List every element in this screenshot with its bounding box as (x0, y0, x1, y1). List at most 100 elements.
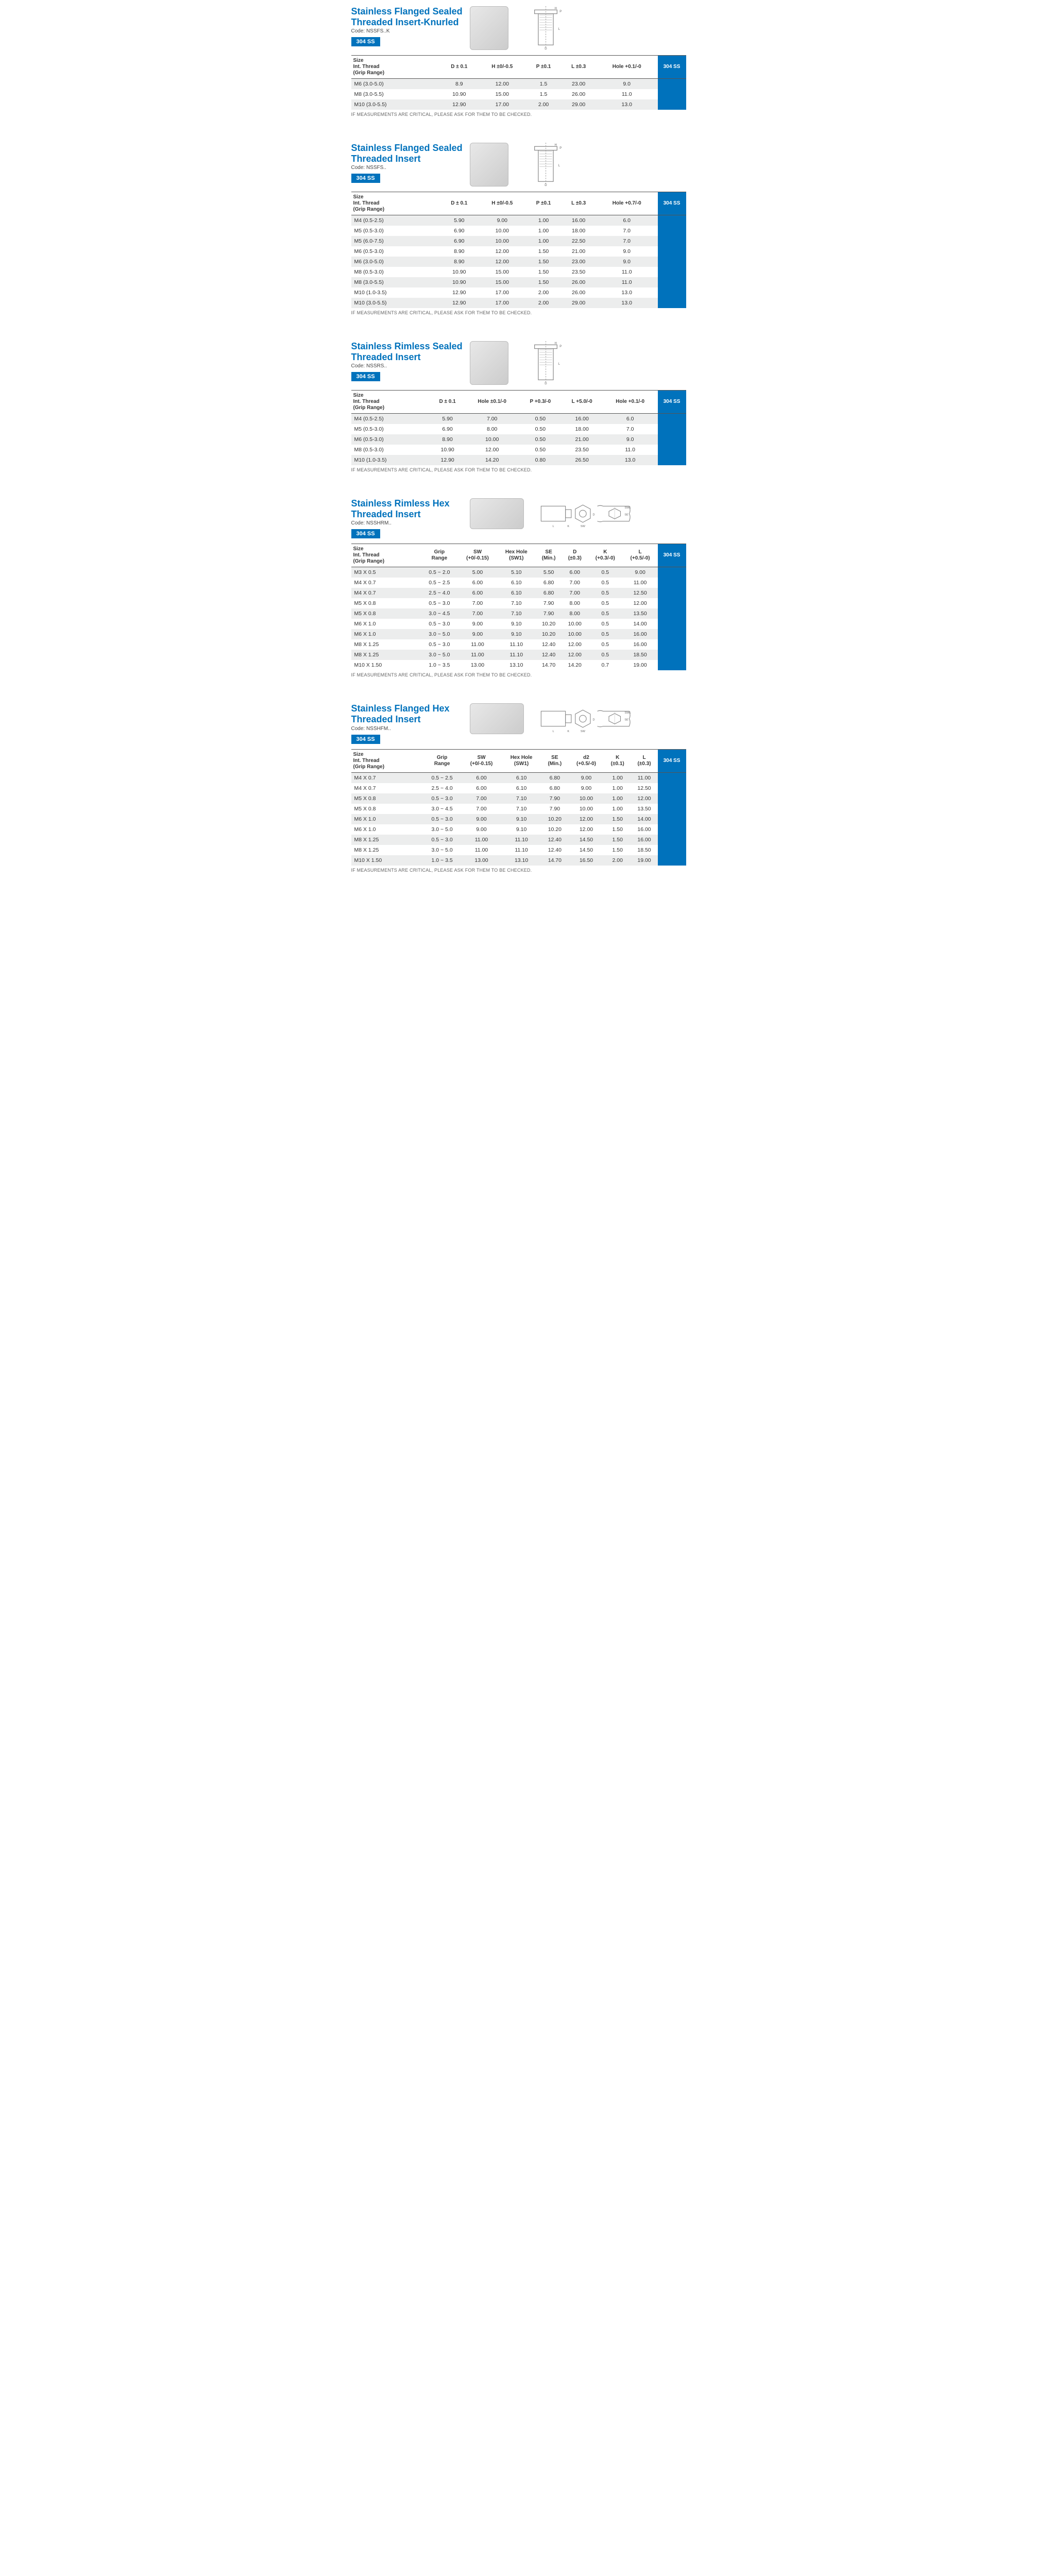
table-cell: 0.5 ~ 3.0 (421, 639, 458, 650)
table-cell: 0.5 (588, 650, 623, 660)
material-cell (658, 650, 686, 660)
table-cell: 12.90 (440, 298, 479, 308)
dimension-diagram: L K SW D SW1 SE (539, 703, 632, 734)
table-cell: 11.10 (502, 835, 541, 845)
table-cell: 16.00 (561, 414, 602, 425)
svg-text:SW1: SW1 (624, 711, 631, 715)
table-cell: 8.90 (440, 246, 479, 257)
table-cell: 18.00 (561, 424, 602, 434)
material-cell (658, 257, 686, 267)
table-row: M5 X 0.80.5 ~ 3.07.007.107.9010.001.0012… (351, 793, 686, 804)
table-cell: 9.00 (461, 824, 501, 835)
table-cell: 5.00 (458, 567, 497, 578)
section-title: Stainless Flanged Sealed Threaded Insert (351, 143, 465, 164)
table-cell: 6.80 (541, 783, 569, 793)
table-cell: 1.50 (526, 277, 562, 287)
material-cell (658, 855, 686, 866)
table-cell: 19.00 (623, 660, 658, 670)
table-cell: 14.00 (623, 619, 658, 629)
material-badge: 304 SS (351, 37, 380, 46)
table-cell: M6 (0.5-3.0) (351, 246, 440, 257)
col-header: K(±0.1) (604, 749, 631, 772)
table-cell: 19.00 (631, 855, 658, 866)
svg-text:D: D (545, 184, 547, 187)
material-cell (658, 277, 686, 287)
table-cell: 9.0 (603, 434, 658, 445)
table-cell: 26.00 (561, 287, 596, 298)
table-cell: 5.90 (440, 215, 479, 226)
section-code: Code: NSSRS.. (351, 363, 465, 369)
table-cell: 13.00 (458, 660, 497, 670)
material-cell (658, 608, 686, 619)
table-cell: 0.5 (588, 619, 623, 629)
table-cell: 12.00 (479, 257, 526, 267)
table-cell: 6.10 (497, 578, 536, 588)
col-header: L(+0.5/-0) (623, 544, 658, 567)
table-cell: M6 X 1.0 (351, 824, 423, 835)
table-cell: M4 (0.5-2.5) (351, 215, 440, 226)
table-cell: 11.0 (603, 445, 658, 455)
table-cell: 10.20 (541, 814, 569, 824)
table-cell: 12.00 (465, 445, 519, 455)
table-cell: 7.90 (541, 804, 569, 814)
table-cell: 0.5 ~ 3.0 (423, 814, 462, 824)
table-cell: M4 X 0.7 (351, 578, 421, 588)
table-cell: 0.5 ~ 3.0 (421, 619, 458, 629)
col-material: 304 SS (658, 192, 686, 215)
table-cell: 2.00 (604, 855, 631, 866)
material-cell (658, 89, 686, 99)
table-cell: M8 X 1.25 (351, 845, 423, 855)
table-cell: M4 X 0.7 (351, 772, 423, 783)
col-material: 304 SS (658, 544, 686, 567)
col-header: d2(+0.5/-0) (568, 749, 604, 772)
table-cell: 0.5 ~ 3.0 (421, 598, 458, 608)
table-cell: 1.00 (604, 783, 631, 793)
table-cell: 6.80 (536, 588, 562, 598)
table-cell: 11.0 (596, 89, 658, 99)
table-cell: 9.0 (596, 257, 658, 267)
table-cell: 10.20 (536, 619, 562, 629)
table-cell: 2.00 (526, 287, 562, 298)
table-cell: 7.0 (596, 236, 658, 246)
table-cell: 16.00 (623, 629, 658, 639)
spec-table: SizeInt. Thread(Grip Range)D ± 0.1H ±0/-… (351, 192, 686, 308)
table-cell: 1.50 (526, 257, 562, 267)
table-row: M8 X 1.250.5 ~ 3.011.0011.1012.4012.000.… (351, 639, 686, 650)
table-cell: 12.00 (623, 598, 658, 608)
table-row: M10 X 1.501.0 ~ 3.513.0013.1014.7014.200… (351, 660, 686, 670)
table-cell: 16.50 (568, 855, 604, 866)
material-badge: 304 SS (351, 735, 380, 744)
table-cell: 10.00 (568, 793, 604, 804)
table-cell: 14.50 (568, 845, 604, 855)
table-cell: 23.00 (561, 79, 596, 90)
material-cell (658, 835, 686, 845)
table-cell: 10.00 (465, 434, 519, 445)
table-cell: 12.50 (623, 588, 658, 598)
footnote: IF MEASUREMENTS ARE CRITICAL, PLEASE ASK… (351, 112, 686, 117)
table-cell: 8.00 (562, 608, 588, 619)
table-cell: 29.00 (561, 99, 596, 110)
table-cell: M6 X 1.0 (351, 629, 421, 639)
table-cell: M10 (3.0-5.5) (351, 99, 440, 110)
col-header: L ±0.3 (561, 56, 596, 79)
table-row: M6 (0.5-3.0)8.9012.001.5021.009.0 (351, 246, 686, 257)
col-header: H ±0/-0.5 (479, 56, 526, 79)
table-cell: 16.00 (631, 835, 658, 845)
table-cell: 9.10 (502, 814, 541, 824)
table-cell: 10.90 (430, 445, 465, 455)
table-cell: 6.90 (440, 236, 479, 246)
table-cell: 21.00 (561, 434, 602, 445)
table-cell: 8.00 (562, 598, 588, 608)
table-cell: 0.5 (588, 588, 623, 598)
col-header: D ± 0.1 (440, 56, 479, 79)
svg-text:SW: SW (580, 730, 585, 733)
table-cell: 5.90 (430, 414, 465, 425)
svg-text:H: H (554, 7, 556, 10)
table-cell: 11.00 (623, 578, 658, 588)
table-cell: 13.10 (502, 855, 541, 866)
table-cell: 0.50 (519, 434, 561, 445)
table-cell: 1.00 (526, 236, 562, 246)
table-row: M8 (3.0-5.5)10.9015.001.5026.0011.0 (351, 277, 686, 287)
section-title: Stainless Rimless Hex Threaded Insert (351, 498, 465, 519)
table-cell: 1.00 (526, 215, 562, 226)
